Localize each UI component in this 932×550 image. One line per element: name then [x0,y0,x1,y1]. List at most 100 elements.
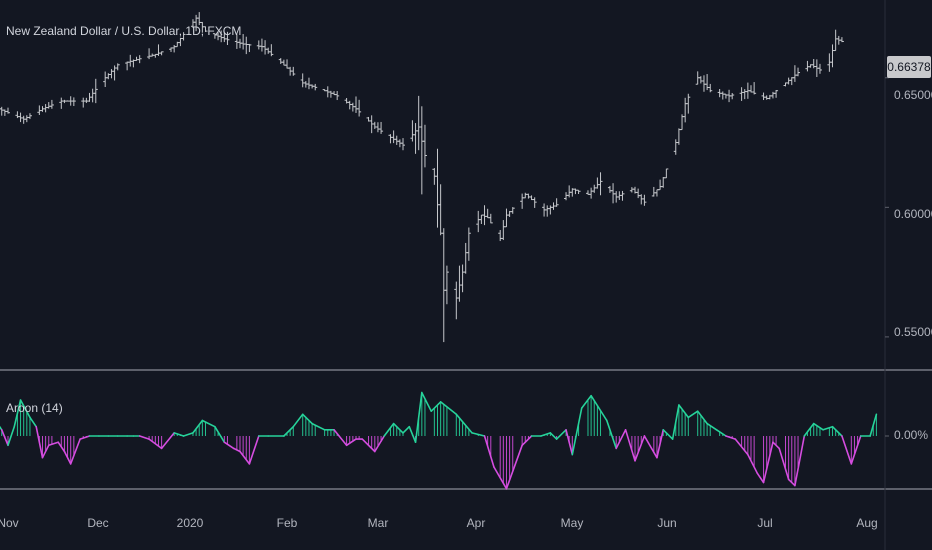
aroon-line-segment [662,428,674,440]
aroon-line-segment [850,435,862,465]
aroon-line-segment [402,425,411,434]
aroon-line-segment [521,435,533,447]
aroon-line-segment [63,450,72,465]
aroon-line-segment [772,441,781,450]
aroon-line-segment [471,432,486,437]
aroon-line-segment [822,425,834,431]
time-tick-jul: Jul [757,516,773,530]
aroon-line-segment [831,425,843,437]
aroon-line-segment [47,441,59,447]
aroon-line-segment [565,428,574,456]
aroon-line-segment [787,478,796,487]
aroon-line-segment [223,441,235,450]
aroon-line-segment [869,413,878,437]
aroon-line-segment [239,450,251,465]
aroon-line-segment [160,432,175,450]
aroon-line-segment [794,435,806,487]
aroon-line-segment [439,401,458,416]
time-tick-nov: Nov [0,516,19,530]
aroon-line-segment [79,435,91,440]
aroon-line-segment [747,453,759,475]
aroon-line-segment [706,422,718,431]
aroon-line-segment [333,428,348,447]
aroon-line-segment [634,435,646,462]
aroon-line-segment [214,425,226,444]
aroon-line-segment [29,416,38,428]
main-chart-title: New Zealand Dollar / U.S. Dollar, 1D, FX… [6,24,242,38]
time-tick-mar: Mar [367,516,389,530]
aroon-line-segment [182,432,194,437]
aroon-line-segment [0,425,3,431]
indicator-title: Aroon (14) [6,401,63,415]
indicator-tick-zero: 0.00% [894,428,929,442]
aroon-line-segment [13,399,22,428]
aroon-line-segment [590,394,608,422]
aroon-line-segment [803,422,815,437]
aroon-line-segment [283,425,295,437]
aroon-line-segment [671,404,680,440]
aroon-line-segment [373,435,386,453]
aroon-line-segment [7,425,16,447]
aroon-line-segment [580,394,592,409]
aroon-line-segment [455,413,473,434]
aroon-line-segment [756,472,765,484]
aroon-line-segment [841,435,853,465]
aroon-line-segment [383,422,395,437]
aroon-line-segment [605,419,617,450]
aroon-line-segment [540,432,552,437]
aroon-line-segment [734,438,749,456]
time-tick-aug: Aug [856,516,878,530]
aroon-line-segment [421,391,433,413]
aroon-line-segment [656,428,665,459]
aroon-line-segment [762,441,774,484]
aroon-line-segment [812,422,824,431]
aroon-line-segment [138,435,150,440]
aroon-line-segment [414,391,423,444]
aroon-line-segment [571,407,583,456]
aroon-line-segment [555,428,567,440]
aroon-line-segment [483,435,495,468]
aroon-line-segment [173,432,185,437]
aroon-line-segment [643,435,658,459]
aroon-line-segment [57,441,66,453]
aroon-line-segment [696,410,708,425]
aroon-line-segment [19,399,31,419]
aroon-line-segment [248,435,260,465]
aroon-line-segment [69,438,81,465]
time-tick-2020: 2020 [176,516,204,530]
aroon-line-segment [493,466,508,490]
aroon-line-segment [549,432,558,440]
aroon-line-segment [232,447,241,453]
time-tick-feb: Feb [276,516,298,530]
aroon-line-segment [678,404,690,419]
last-price-badge: 0.66378 [887,56,931,78]
time-tick-apr: Apr [466,516,486,530]
aroon-line-segment [35,425,44,459]
aroon-line-segment [615,428,627,450]
aroon-line-segment [624,428,636,462]
aroon-line-segment [41,444,50,459]
aroon-line-segment [301,413,313,425]
aroon-line-segment [430,401,442,413]
aroon-line-segment [408,425,417,444]
aroon-line-segment [148,438,163,450]
aroon-line-segment [778,447,790,481]
time-tick-dec: Dec [87,516,109,530]
aroon-line-segment [505,444,523,490]
aroon-line-segment [292,413,304,428]
aroon-line-segment [715,428,727,437]
aroon-line-segment [392,422,404,434]
time-tick-may: May [560,516,584,530]
aroon-line-segment [687,410,699,419]
aroon-line-segment [725,435,737,440]
time-tick-jun: Jun [657,516,677,530]
aroon-line-segment [345,438,357,447]
aroon-line-segment [192,419,204,434]
aroon-line-segment [0,428,9,447]
aroon-line-segment [201,419,216,428]
aroon-line-segment [361,438,376,453]
